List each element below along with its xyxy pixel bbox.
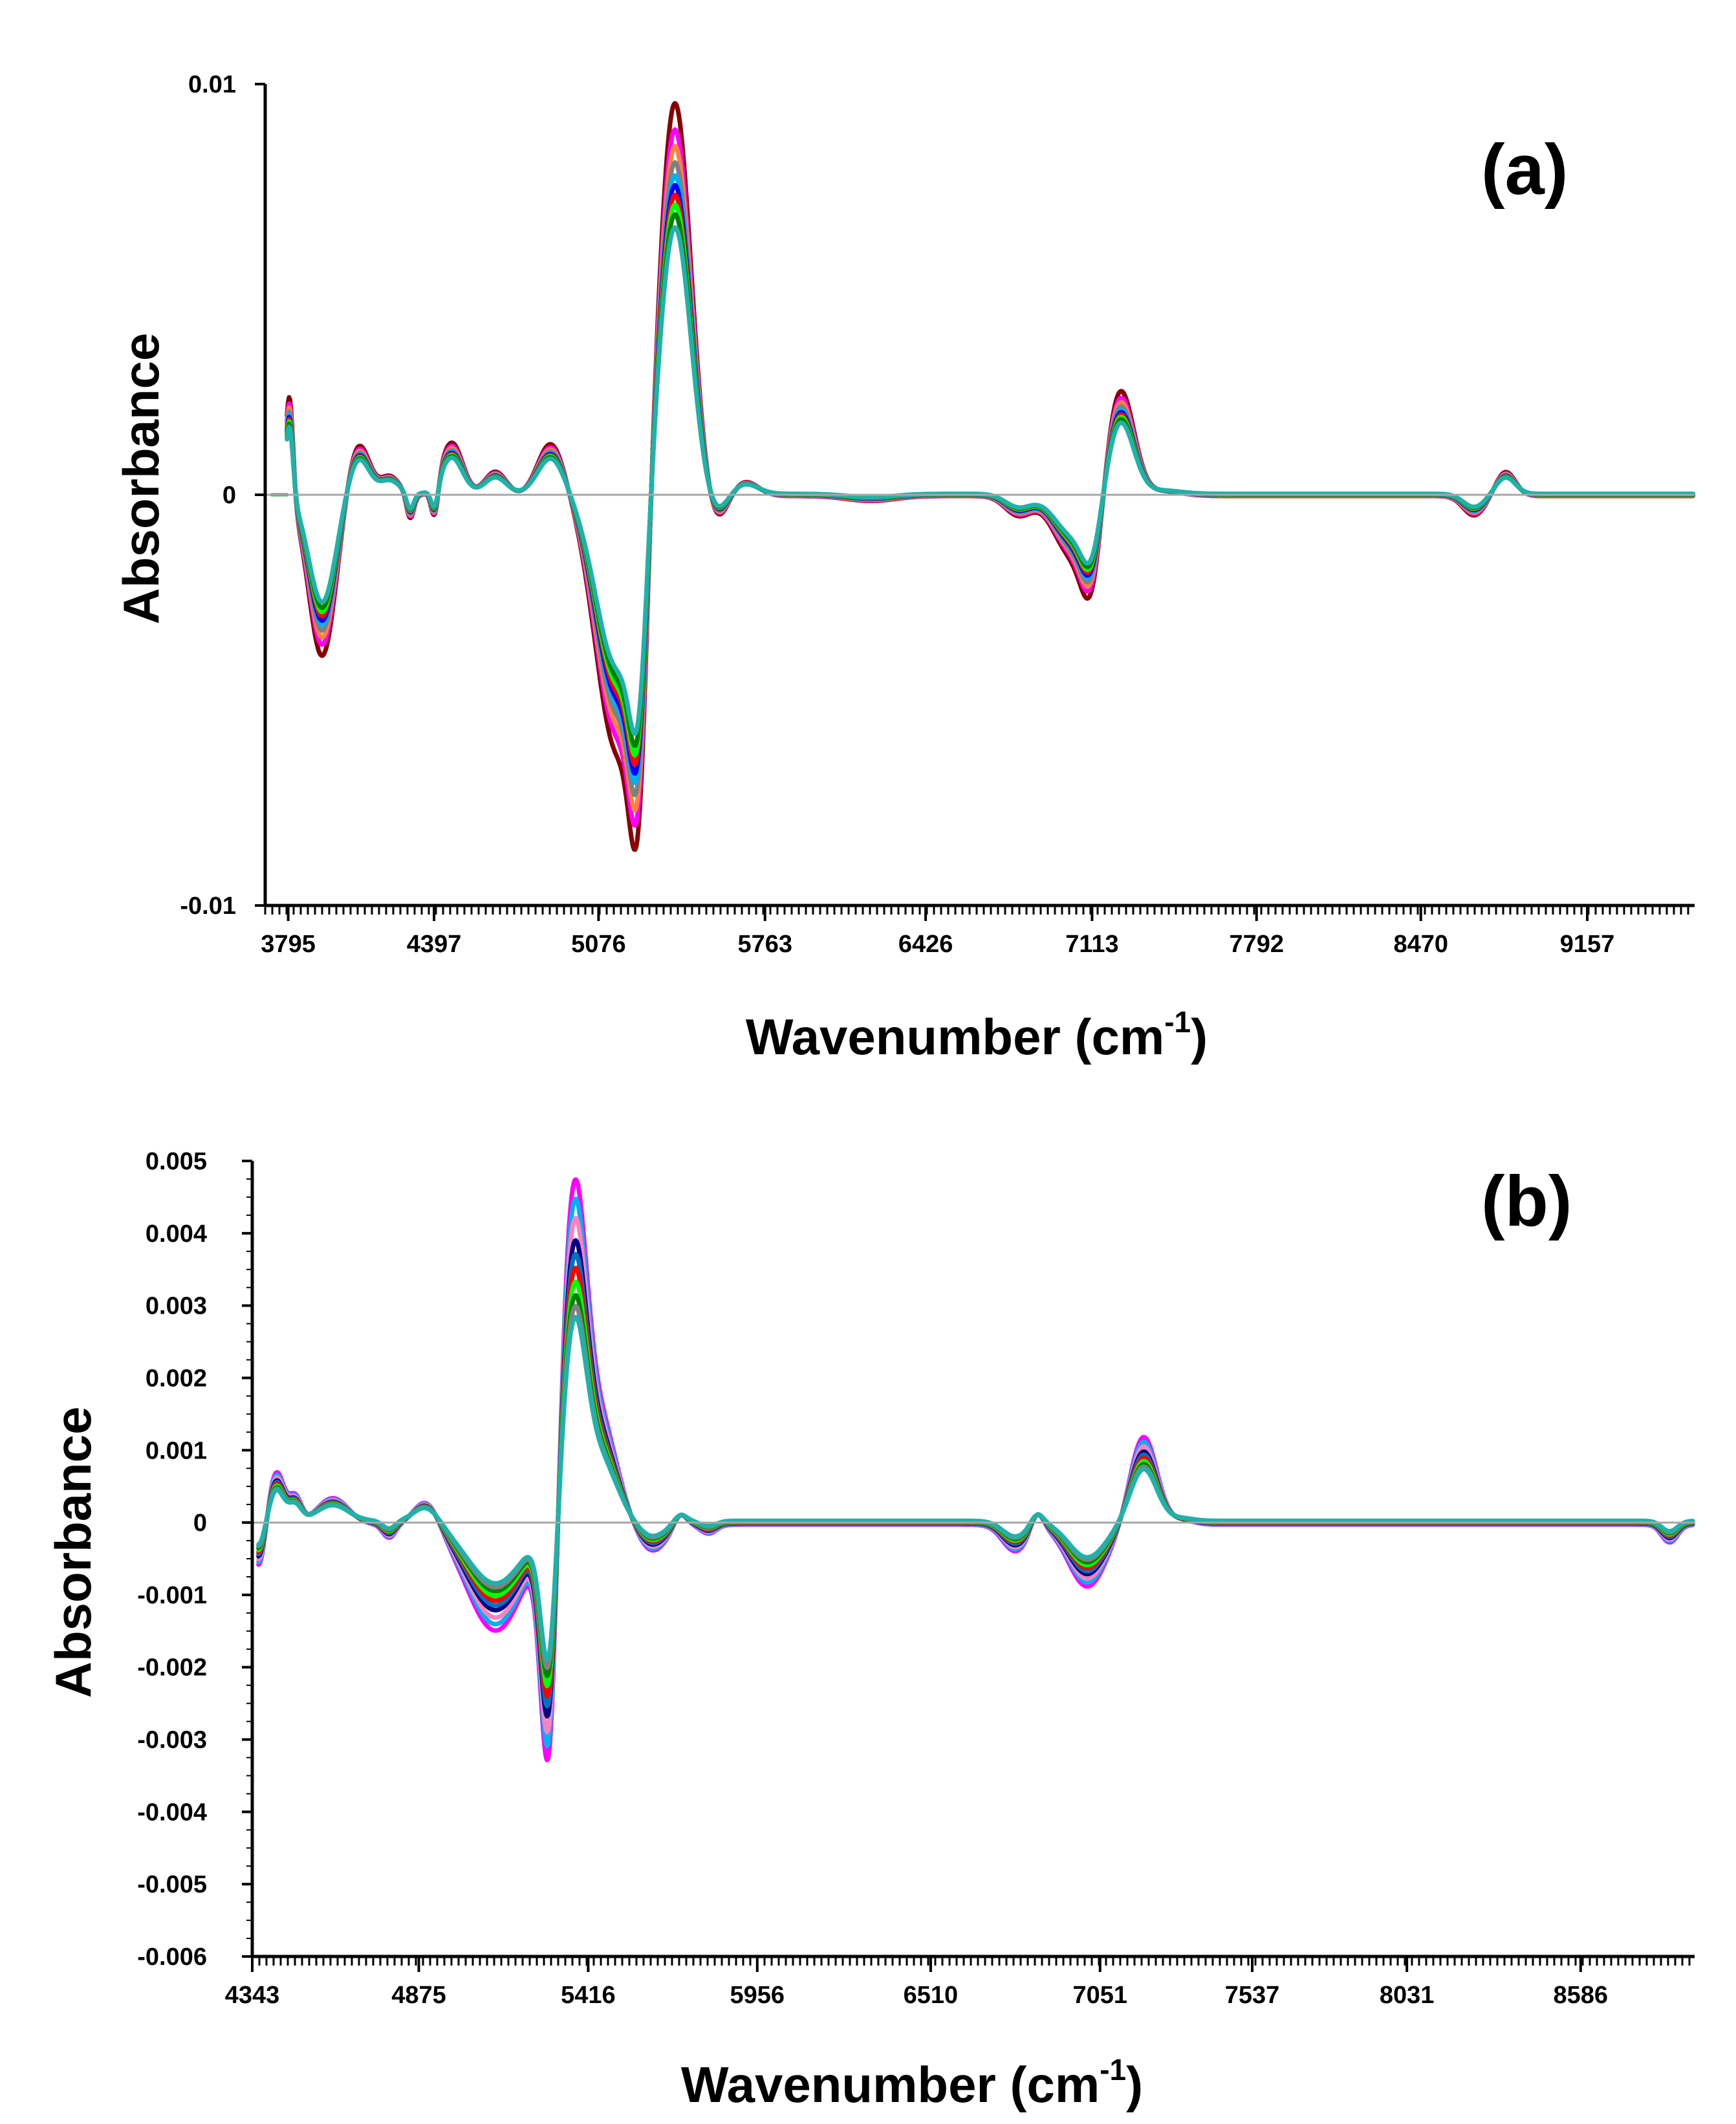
panel-b: 0.005 0.004 0.003 0.002 0.001 0 -0.001 -0.002 -0… xyxy=(45,1148,1695,2113)
panel-a-x-axis-title-main: Wavenumber (cm xyxy=(746,1008,1164,1065)
panel-b-x-axis-title-sup: -1 xyxy=(1100,2053,1126,2086)
panel-a-y-ticks: 0.01 0 -0.01 xyxy=(180,71,265,920)
x-tick-label: 5763 xyxy=(737,931,792,958)
y-tick-label: -0.005 xyxy=(137,1871,207,1898)
panel-b-x-axis-title-main: Wavenumber (cm xyxy=(681,2056,1100,2113)
y-tick-label: -0.006 xyxy=(137,1944,207,1971)
y-tick-label: 0.003 xyxy=(146,1293,207,1320)
y-tick-label: -0.01 xyxy=(180,893,236,920)
y-tick-label: -0.002 xyxy=(137,1654,207,1682)
x-tick-label: 8586 xyxy=(1554,1982,1609,2009)
panel-a: 0.01 0 -0.01 3795 4397 5076 5763 6426 7113 7792 8… xyxy=(113,71,1695,1065)
x-tick-label: 7537 xyxy=(1225,1982,1280,2009)
x-tick-label: 6426 xyxy=(898,931,953,958)
panel-b-x-axis-title-close: ) xyxy=(1126,2056,1143,2113)
panel-a-x-axis-title: Wavenumber (cm-1) xyxy=(746,1005,1208,1065)
panel-a-y-axis-title: Absorbance xyxy=(113,333,169,625)
x-tick-label: 7792 xyxy=(1229,931,1284,958)
y-tick-label: -0.001 xyxy=(137,1582,207,1609)
panel-b-x-minor-ticks xyxy=(251,1956,1691,1966)
x-tick-label: 4397 xyxy=(407,931,462,958)
y-tick-label: -0.003 xyxy=(137,1727,207,1754)
x-tick-label: 8470 xyxy=(1393,931,1448,958)
panel-a-x-ticks: 3795 4397 5076 5763 6426 7113 7792 8470 9157 xyxy=(261,905,1614,958)
y-tick-label: 0.004 xyxy=(146,1220,207,1248)
y-tick-label: 0.01 xyxy=(188,71,236,98)
x-tick-label: 5956 xyxy=(730,1982,785,2009)
x-tick-label: 6510 xyxy=(904,1982,959,2009)
x-tick-label: 8031 xyxy=(1380,1982,1435,2009)
x-tick-label: 3795 xyxy=(261,931,316,958)
y-tick-label: 0.005 xyxy=(146,1148,207,1175)
panel-b-label: (b) xyxy=(1481,1162,1572,1241)
x-tick-label: 7051 xyxy=(1073,1982,1128,2009)
panel-b-y-axis-title: Absorbance xyxy=(45,1407,102,1698)
panel-a-x-axis-title-close: ) xyxy=(1191,1008,1208,1065)
x-tick-label: 9157 xyxy=(1560,931,1615,958)
series-line-spectrum-10 xyxy=(256,1314,1695,1662)
panel-a-label: (a) xyxy=(1481,130,1568,210)
y-tick-label: 0.001 xyxy=(146,1437,207,1464)
panel-b-y-ticks: 0.005 0.004 0.003 0.002 0.001 0 -0.001 -0.002 -0… xyxy=(137,1148,252,1971)
y-tick-label: 0 xyxy=(222,482,236,509)
y-tick-label: -0.004 xyxy=(137,1799,207,1826)
x-tick-label: 4875 xyxy=(391,1982,446,2009)
x-tick-label: 7113 xyxy=(1065,931,1118,958)
panel-a-x-minor-ticks xyxy=(264,905,1689,915)
y-tick-label: 0 xyxy=(193,1510,207,1537)
x-tick-label: 5076 xyxy=(571,931,626,958)
panel-b-x-ticks: 4343 4875 5416 5956 6510 7051 7537 8031 8586 xyxy=(225,1956,1608,2009)
panel-a-x-axis-title-sup: -1 xyxy=(1164,1005,1191,1039)
x-tick-label: 5416 xyxy=(561,1982,616,2009)
x-tick-label: 4343 xyxy=(225,1982,280,2009)
y-tick-label: 0.002 xyxy=(146,1365,207,1392)
panel-b-x-axis-title: Wavenumber (cm-1) xyxy=(681,2053,1143,2113)
